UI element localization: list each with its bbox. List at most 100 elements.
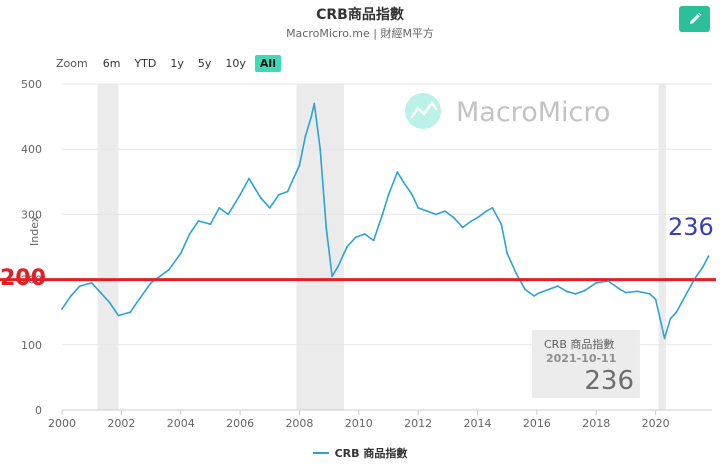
zoom-bar: Zoom 6m YTD 1y 5y 10y All — [56, 53, 281, 73]
y-tick-label: 300 — [21, 208, 42, 221]
series-point — [470, 220, 473, 222]
recession-band-2 — [658, 84, 666, 410]
series-point — [547, 288, 550, 291]
series-point — [304, 135, 307, 138]
series-point — [325, 226, 328, 229]
series-point — [648, 293, 651, 295]
series-point — [583, 289, 586, 292]
edit-button[interactable] — [679, 6, 710, 32]
series-point — [254, 187, 256, 190]
series-point — [150, 281, 152, 284]
series-point — [574, 293, 577, 295]
x-tick-label: 2016 — [523, 417, 551, 430]
series-point — [298, 164, 301, 167]
series-point — [524, 288, 526, 291]
y-axis-label: Index — [28, 215, 41, 246]
zoom-label: Zoom — [56, 56, 88, 70]
series-point — [684, 295, 687, 297]
series-point — [209, 223, 212, 226]
watermark: MacroMicro — [405, 93, 610, 129]
x-tick-label: 2002 — [107, 417, 135, 430]
series-point — [337, 265, 339, 268]
x-tick-label: 2014 — [464, 417, 492, 430]
series-points — [61, 102, 710, 340]
x-tick-label: 2012 — [404, 417, 432, 430]
series-point — [663, 337, 666, 340]
series-point — [188, 233, 191, 235]
zoom-10y-button[interactable]: 10y — [225, 56, 246, 70]
chart-subtitle: MacroMicro.me | 財經M平方 — [286, 27, 434, 40]
series-point — [619, 288, 621, 291]
y-tick-label: 500 — [21, 78, 42, 91]
series-point — [381, 213, 384, 216]
series-point — [292, 177, 295, 180]
series-point — [313, 102, 316, 105]
series-point — [565, 290, 568, 293]
series-point — [702, 265, 704, 268]
series-point — [218, 206, 221, 209]
tooltip-value: 236 — [584, 366, 634, 396]
series-point — [636, 290, 639, 293]
series-point — [319, 148, 322, 151]
series-point — [396, 171, 399, 173]
x-tick-label: 2006 — [226, 417, 254, 430]
series-point — [556, 285, 559, 288]
tooltip-series: CRB 商品指數 — [544, 338, 615, 351]
series-point — [693, 278, 696, 281]
series-point — [426, 210, 428, 213]
series-point — [417, 206, 420, 209]
y-tick-label: 400 — [21, 143, 42, 156]
legend-label: CRB 商品指數 — [334, 447, 408, 460]
y-tick-label: 100 — [21, 339, 42, 352]
series-point — [90, 281, 93, 284]
series-point — [99, 291, 102, 294]
recession-bands — [97, 84, 666, 410]
series-point — [159, 275, 161, 278]
zoom-all-button[interactable]: All — [254, 54, 281, 72]
y-axis: 0100200300400500 — [21, 78, 42, 417]
series-point — [659, 317, 661, 320]
series-point — [310, 115, 313, 118]
reference-line-label: 200 — [0, 266, 46, 291]
series-point — [402, 180, 405, 183]
series-point — [61, 308, 63, 310]
series-point — [286, 190, 289, 193]
legend[interactable]: CRB 商品指數 — [0, 445, 720, 461]
x-tick-label: 2000 — [48, 417, 76, 430]
series-point — [363, 233, 366, 235]
x-tick-label: 2018 — [582, 417, 610, 430]
series-point — [443, 210, 446, 213]
series-point — [506, 252, 509, 255]
x-tick-label: 2008 — [285, 417, 313, 430]
series-point — [515, 272, 518, 274]
series-point — [346, 246, 348, 248]
series-point — [607, 280, 610, 282]
series-point — [259, 197, 262, 200]
series-point — [387, 193, 390, 196]
series-point — [197, 220, 200, 222]
chart-logo-icon-line — [409, 100, 439, 119]
series-point — [452, 216, 455, 219]
zoom-5y-button[interactable]: 5y — [197, 56, 212, 70]
series-point — [411, 193, 414, 196]
series-point — [476, 216, 479, 219]
series-point — [625, 291, 627, 294]
series-point — [500, 223, 503, 226]
series-point — [595, 281, 598, 284]
series-point — [179, 252, 182, 255]
y-tick-label: 0 — [35, 404, 42, 417]
series-point — [669, 317, 672, 320]
zoom-ytd-button[interactable]: YTD — [134, 56, 157, 70]
series-point — [248, 177, 250, 180]
chart-logo-icon — [405, 93, 441, 129]
series-point — [491, 206, 494, 209]
x-tick-label: 2010 — [345, 417, 373, 430]
tooltip: CRB 商品指數 2021-10-11 236 — [532, 330, 640, 398]
chart-title: CRB商品指數 — [316, 7, 404, 23]
zoom-1y-button[interactable]: 1y — [170, 56, 184, 70]
zoom-6m-button[interactable]: 6m — [102, 56, 121, 70]
series-point — [331, 275, 333, 278]
series-point — [538, 291, 541, 294]
recession-band-0 — [97, 84, 119, 410]
